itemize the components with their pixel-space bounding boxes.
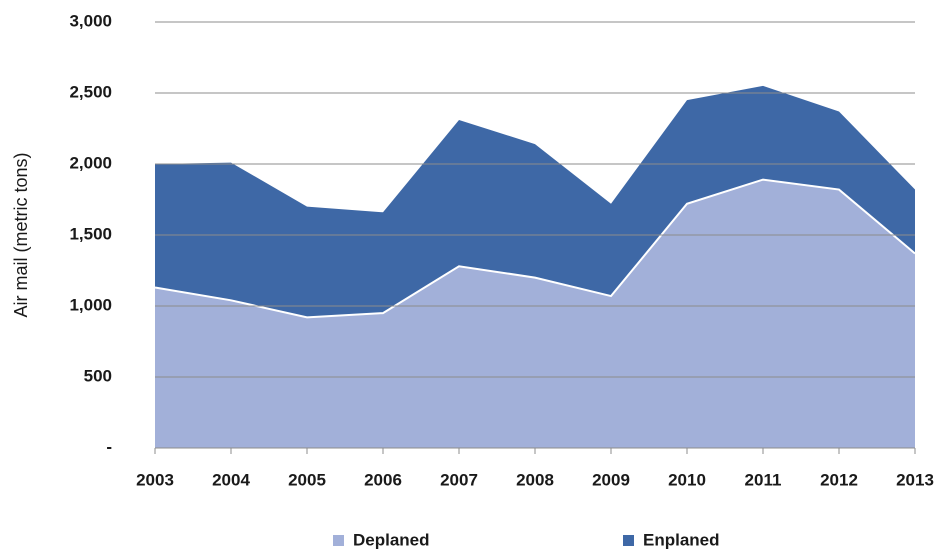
x-tick-label: 2005 (288, 470, 326, 489)
x-tick-label: 2008 (516, 470, 554, 489)
y-tick-label: 500 (84, 366, 112, 385)
area (155, 85, 915, 318)
legend-swatch (623, 535, 634, 546)
y-tick-label: 2,000 (69, 153, 112, 172)
x-tick-label: 2009 (592, 470, 630, 489)
x-tick-label: 2007 (440, 470, 478, 489)
y-tick-label: - (106, 437, 112, 456)
x-tick-label: 2006 (364, 470, 402, 489)
legend-swatch (333, 535, 344, 546)
x-tick-label: 2004 (212, 470, 250, 489)
y-tick-label: 2,500 (69, 82, 112, 101)
area (155, 179, 915, 448)
x-tick-label: 2011 (745, 470, 782, 489)
y-tick-label: 3,000 (69, 11, 112, 30)
x-tick-label: 2013 (896, 470, 934, 489)
legend-label: Deplaned (353, 530, 430, 549)
x-tick-label: 2003 (136, 470, 174, 489)
x-tick-label: 2012 (820, 470, 858, 489)
y-tick-label: 1,500 (69, 224, 112, 243)
x-tick-label: 2010 (668, 470, 706, 489)
legend-label: Enplaned (643, 530, 720, 549)
y-tick-label: 1,000 (69, 295, 112, 314)
area-edge (154, 178, 916, 319)
y-axis-label: Air mail (metric tons) (11, 152, 31, 317)
